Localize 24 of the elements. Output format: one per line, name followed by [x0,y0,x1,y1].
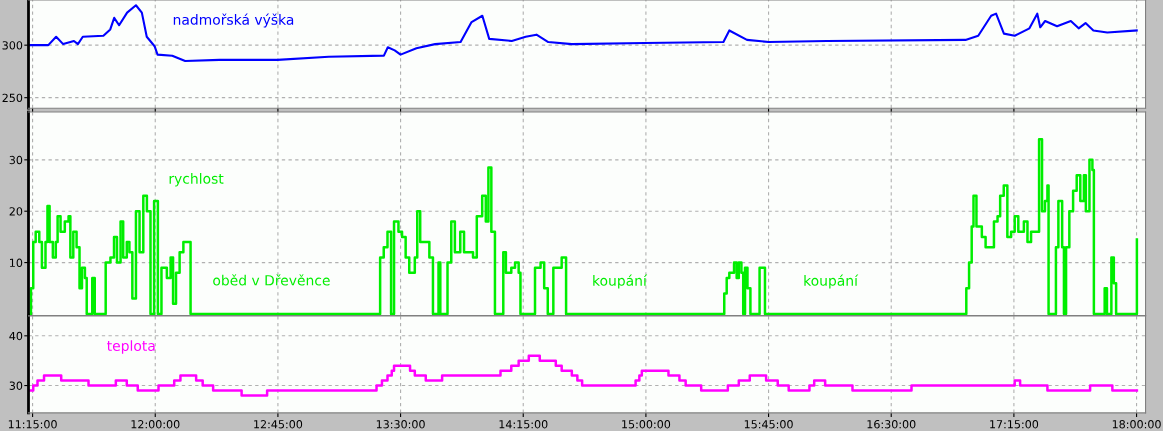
x-tick-label: 16:30:00 [867,420,916,429]
series-label: rychlost [169,173,224,187]
y-tick-label: 10 [10,258,23,267]
annotation: koupání [593,274,648,289]
x-tick-label: 15:45:00 [744,420,793,429]
text: teplota [107,340,155,354]
x-tick-label: 14:15:00 [499,420,548,429]
x-tick-label: 11:15:00 [8,420,57,429]
x-tick-label: 18:00:00 [1112,420,1161,429]
x-tick-label: 17:15:00 [990,420,1039,429]
y-tick-label: 30 [9,155,23,165]
annotation: oběd v Dřevěnce [213,274,330,286]
y-tick-label: 300 [2,41,23,50]
series-label: nadmořská výška [173,13,294,28]
line-series [28,4,1138,62]
annotation: koupání [804,274,859,289]
y-tick-label: 20 [9,207,23,216]
y-tick-label: 250 [2,93,23,103]
y-tick-label: 40 [9,331,23,341]
x-tick-label: 13:30:00 [376,420,425,429]
x-tick-label: 12:45:00 [254,420,303,429]
x-tick-label: 15:00:00 [622,420,671,429]
y-tick-label: 30 [9,381,23,390]
x-tick-label: 12:00:00 [131,420,180,429]
